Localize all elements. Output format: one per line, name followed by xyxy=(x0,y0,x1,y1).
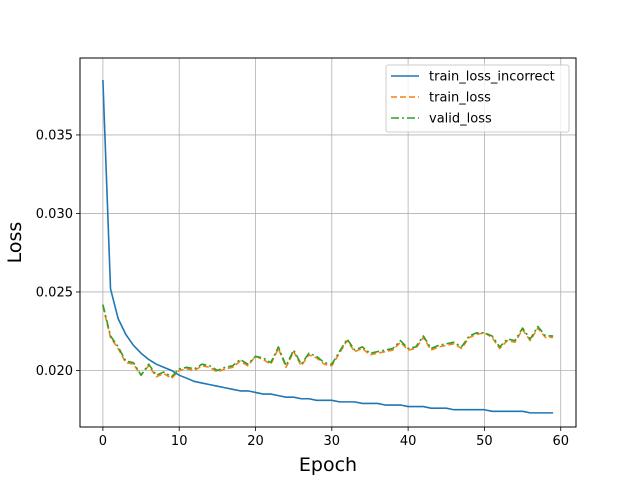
axis-ticks: 0 10 20 30 40 50 60 0.020 0.025 0.030 0.035 xyxy=(36,128,569,449)
legend-label: valid_loss xyxy=(429,112,492,127)
legend-label: train_loss xyxy=(429,91,491,106)
x-tick-label: 60 xyxy=(552,434,569,449)
x-tick-label: 0 xyxy=(99,434,107,449)
legend-box xyxy=(385,64,570,133)
x-tick-label: 10 xyxy=(171,434,188,449)
series-line-valid-loss xyxy=(102,304,554,378)
x-axis-label: Epoch xyxy=(299,454,357,476)
series-line-train-loss-incorrect xyxy=(102,79,554,414)
x-tick-label: 40 xyxy=(400,434,417,449)
y-tick-label: 0.020 xyxy=(36,364,73,379)
x-tick-label: 50 xyxy=(476,434,493,449)
y-tick-label: 0.025 xyxy=(36,285,73,300)
legend-label: train_loss_incorrect xyxy=(429,70,555,85)
legend: train_loss_incorrect train_loss valid_loss xyxy=(385,64,570,133)
plot-frame xyxy=(79,57,577,428)
grid-lines xyxy=(80,58,576,427)
y-tick-label: 0.030 xyxy=(36,207,73,222)
y-axis-label: Loss xyxy=(4,222,26,264)
series-line-train-loss xyxy=(102,305,554,380)
y-tick-label: 0.035 xyxy=(36,128,73,143)
x-tick-label: 30 xyxy=(324,434,341,449)
series-lines xyxy=(102,79,554,414)
x-tick-label: 20 xyxy=(247,434,264,449)
